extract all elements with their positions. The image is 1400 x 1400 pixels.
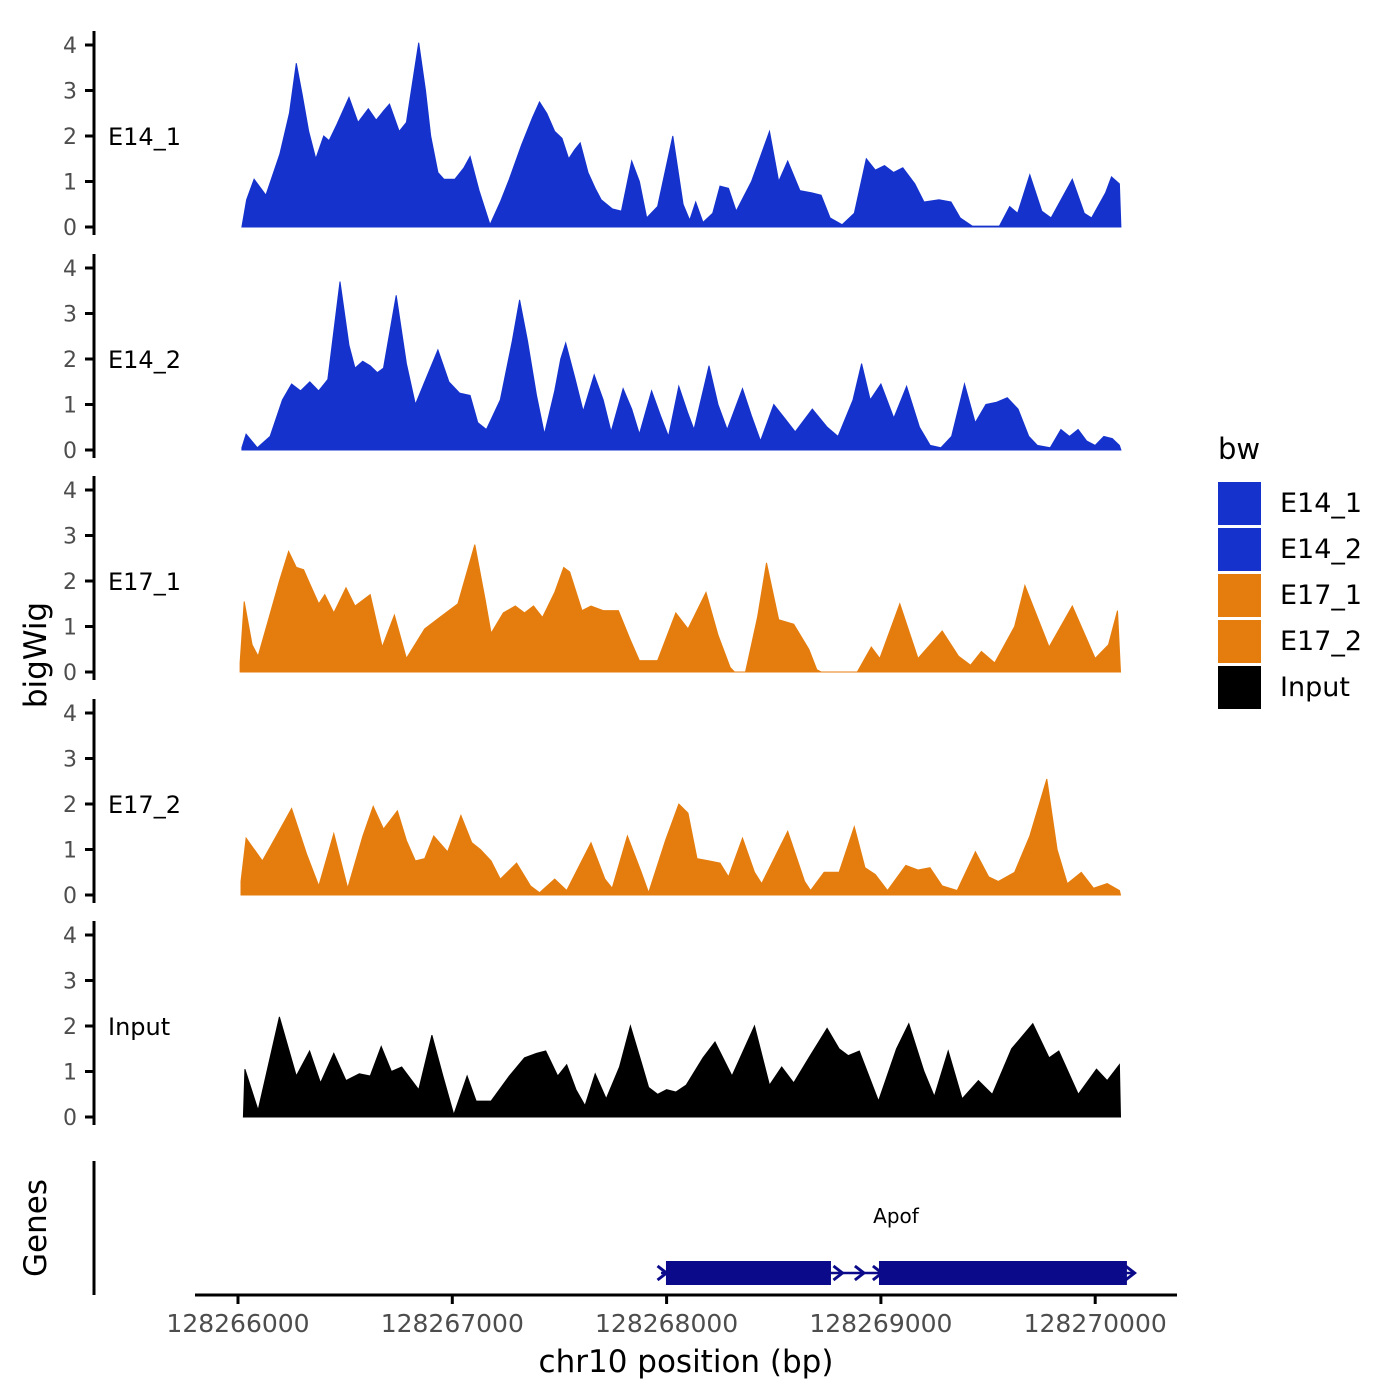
- track-label-E17_1: E17_1: [108, 568, 181, 596]
- legend-label-Input: Input: [1280, 672, 1350, 703]
- coverage-area-E14_1: [241, 42, 1122, 228]
- coverage-area-E17_1: [239, 544, 1122, 673]
- y-tick-label-E14_2-1: 1: [63, 394, 77, 419]
- coverage-area-Input: [242, 1016, 1122, 1118]
- gene-exon-1: [665, 1261, 831, 1285]
- y-tick-label-E14_2-0: 0: [63, 439, 77, 464]
- gene-exon-2: [878, 1261, 1127, 1285]
- legend-entry-E17_2: E17_2: [1218, 620, 1362, 663]
- legend-title: bw: [1218, 432, 1261, 466]
- y-tick-label-Input-1: 1: [63, 1061, 77, 1086]
- y-tick-label-E14_1-4: 4: [63, 34, 77, 59]
- y-tick-label-Input-3: 3: [63, 970, 77, 995]
- y-tick-label-E14_2-3: 3: [63, 303, 77, 328]
- y-tick-label-E17_1-4: 4: [63, 479, 77, 504]
- legend-label-E14_1: E14_1: [1280, 488, 1363, 519]
- x-axis-title: chr10 position (bp): [538, 1344, 834, 1380]
- legend-swatch-Input: [1218, 666, 1261, 709]
- legend-entries: E14_1 E14_2 E17_1 E17_2 Input: [1218, 482, 1362, 709]
- gene-strand-arrow-icon-2: [832, 1264, 845, 1282]
- legend-swatch-E14_2: [1218, 528, 1261, 571]
- legend-swatch-E17_1: [1218, 574, 1261, 617]
- x-tick-label-128267000: 128267000: [381, 1309, 524, 1338]
- gene-name-label: Apof: [873, 1204, 919, 1228]
- y-tick-label-E14_1-3: 3: [63, 80, 77, 105]
- legend-swatch-E14_1: [1218, 482, 1261, 525]
- y-tick-label-E17_1-1: 1: [63, 616, 77, 641]
- legend-entry-E14_2: E14_2: [1218, 528, 1362, 571]
- y-tick-label-Input-0: 0: [63, 1106, 77, 1131]
- x-tick-label-128270000: 128270000: [1024, 1309, 1167, 1338]
- y-tick-label-E14_1-1: 1: [63, 171, 77, 196]
- legend-entry-E17_1: E17_1: [1218, 574, 1362, 617]
- coverage-area-E14_2: [241, 281, 1122, 451]
- y-axis-title-genes: Genes: [18, 1179, 54, 1277]
- y-tick-label-E17_1-3: 3: [63, 525, 77, 550]
- legend: bw E14_1 E14_2 E17_1 E17_2 Input: [1218, 432, 1362, 712]
- y-tick-label-E17_2-2: 2: [63, 793, 77, 818]
- y-axis-title-bigwig: bigWig: [18, 601, 54, 709]
- y-tick-label-E14_2-4: 4: [63, 257, 77, 282]
- y-tick-label-E14_2-2: 2: [63, 348, 77, 373]
- track-label-E14_2: E14_2: [108, 346, 181, 374]
- y-tick-label-E17_2-1: 1: [63, 839, 77, 864]
- legend-entry-E14_1: E14_1: [1218, 482, 1362, 525]
- y-tick-label-E14_1-0: 0: [63, 216, 77, 241]
- track-label-E14_1: E14_1: [108, 123, 181, 151]
- coverage-area-E17_2: [240, 778, 1122, 896]
- legend-entry-Input: Input: [1218, 666, 1362, 709]
- y-tick-label-Input-4: 4: [63, 924, 77, 949]
- gene-strand-arrow-icon-3: [853, 1264, 867, 1282]
- gene-strand-arrow-icon-4: [871, 1264, 885, 1282]
- y-tick-label-E14_1-2: 2: [63, 125, 77, 150]
- track-label-Input: Input: [108, 1013, 170, 1041]
- y-tick-label-E17_2-3: 3: [63, 748, 77, 773]
- y-tick-label-E17_1-0: 0: [63, 661, 77, 686]
- y-tick-label-E17_2-4: 4: [63, 702, 77, 727]
- y-tick-label-Input-2: 2: [63, 1015, 77, 1040]
- legend-label-E17_1: E17_1: [1280, 580, 1363, 611]
- legend-label-E17_2: E17_2: [1280, 626, 1363, 657]
- track-label-E17_2: E17_2: [108, 791, 181, 819]
- y-tick-label-E17_2-0: 0: [63, 884, 77, 909]
- x-tick-label-128268000: 128268000: [595, 1309, 738, 1338]
- y-tick-label-E17_1-2: 2: [63, 570, 77, 595]
- legend-label-E14_2: E14_2: [1280, 534, 1363, 565]
- x-tick-label-128266000: 128266000: [166, 1309, 309, 1338]
- x-tick-label-128269000: 128269000: [809, 1309, 952, 1338]
- legend-swatch-E17_2: [1218, 620, 1261, 663]
- gene-strand-arrow-icon-5: [1124, 1264, 1138, 1282]
- gene-strand-arrow-icon-1: [656, 1264, 669, 1282]
